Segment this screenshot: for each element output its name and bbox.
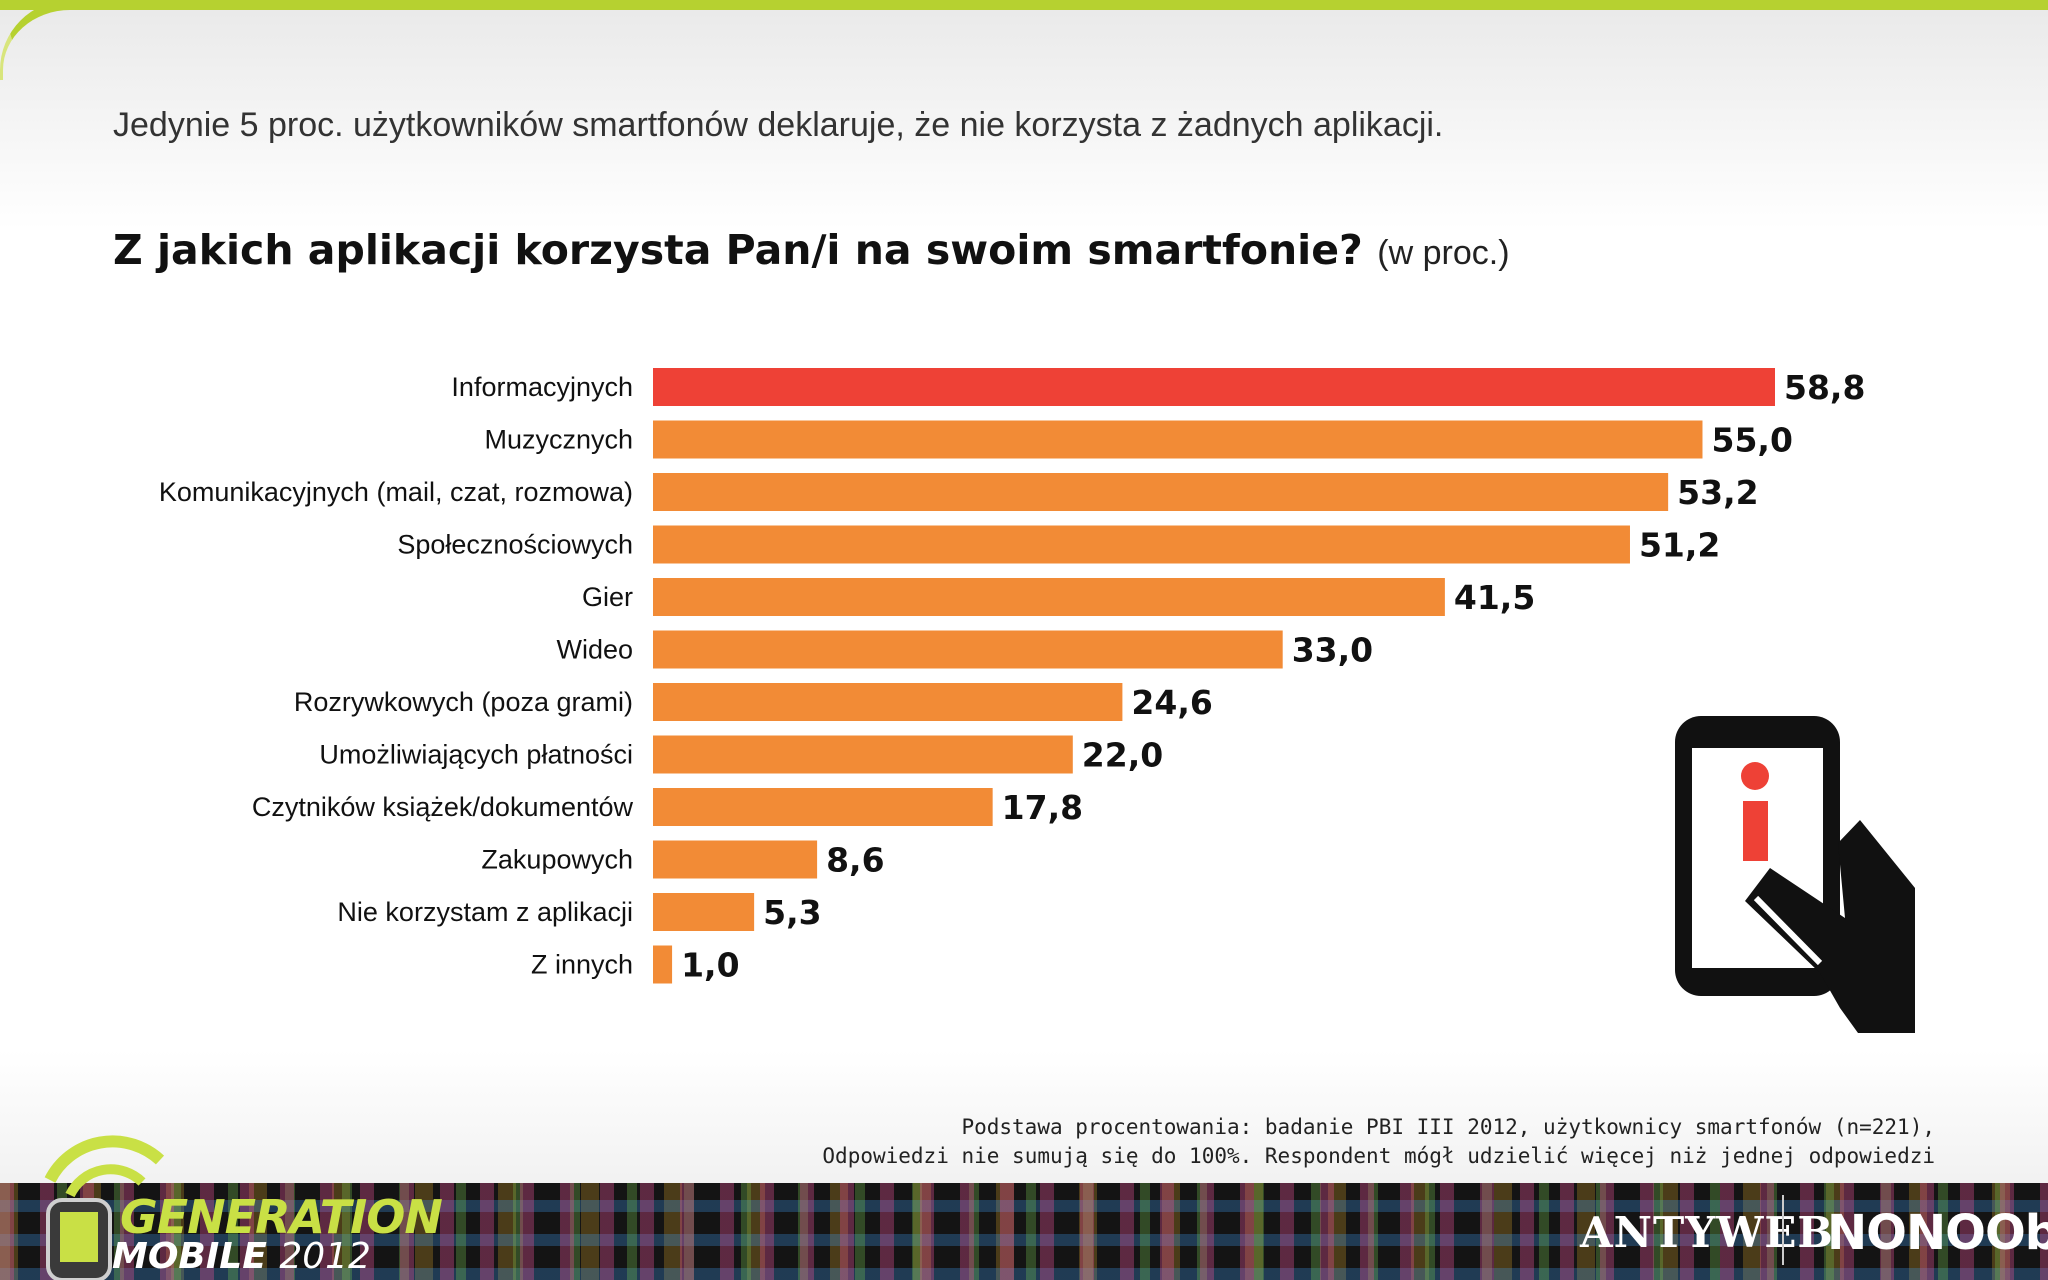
hand-holding-phone-info-icon <box>1675 716 1915 1033</box>
bar <box>653 578 1445 616</box>
logo-mobile-text: MOBILE 2012 <box>112 1236 371 1277</box>
logo-generation-text: GENERATION <box>120 1190 443 1244</box>
category-label: Zakupowych <box>481 845 633 875</box>
category-label: Społecznościowych <box>397 530 633 560</box>
antyweb-logo: ANTYWEB <box>1580 1208 1834 1257</box>
value-label: 33,0 <box>1292 631 1373 670</box>
generation-mobile-logo: GENERATION MOBILE 2012 <box>30 1120 443 1280</box>
bar-chart: Informacyjnych 58,8 Muzycznych 55,0 Komunika… <box>159 368 1865 985</box>
bar <box>653 368 1775 406</box>
category-label: Muzycznych <box>484 425 633 455</box>
chart-question: Z jakich aplikacji korzysta Pan/i na swo… <box>113 226 1510 274</box>
value-label: 24,6 <box>1131 683 1212 722</box>
category-label: Nie korzystam z aplikacji <box>337 897 633 927</box>
bar <box>653 473 1669 511</box>
value-label: 22,0 <box>1082 736 1163 775</box>
bar <box>653 683 1123 721</box>
category-label: Czytników książek/dokumentów <box>252 792 634 822</box>
bar <box>653 788 993 826</box>
question-unit: (w proc.) <box>1377 234 1510 272</box>
category-label: Gier <box>582 582 633 612</box>
footer-band <box>0 1183 2048 1280</box>
bar <box>653 420 1703 459</box>
logo-year: 2012 <box>279 1236 371 1277</box>
brand-divider <box>1782 1195 1784 1265</box>
category-label: Umożliwiających płatności <box>319 740 633 770</box>
question-title: Z jakich aplikacji korzysta Pan/i na swo… <box>113 226 1363 274</box>
headline: Jedynie 5 proc. użytkowników smartfonów … <box>113 106 1444 144</box>
bar <box>653 945 673 984</box>
value-label: 55,0 <box>1711 421 1792 460</box>
value-label: 58,8 <box>1784 368 1865 407</box>
footnote-line-1: Podstawa procentowania: badanie PBI III … <box>961 1115 1935 1139</box>
bar <box>653 630 1283 669</box>
value-label: 41,5 <box>1454 578 1535 617</box>
value-label: 51,2 <box>1639 526 1720 565</box>
bar <box>653 525 1630 564</box>
category-label: Informacyjnych <box>451 372 633 402</box>
bar <box>653 840 818 879</box>
value-label: 1,0 <box>681 946 739 985</box>
category-label: Komunikacyjnych (mail, czat, rozmowa) <box>159 477 633 507</box>
value-label: 8,6 <box>826 841 884 880</box>
category-label: Wideo <box>556 635 633 665</box>
value-label: 17,8 <box>1002 788 1083 827</box>
footnote: Podstawa procentowania: badanie PBI III … <box>822 1113 1935 1171</box>
bar <box>653 735 1073 774</box>
top-accent-border <box>0 0 2048 10</box>
bar <box>653 893 755 931</box>
value-label: 5,3 <box>763 893 821 932</box>
logo-mobile-word: MOBILE <box>112 1236 267 1277</box>
category-label: Rozrywkowych (poza grami) <box>294 687 633 717</box>
footnote-line-2: Odpowiedzi nie sumują się do 100%. Respo… <box>822 1144 1935 1168</box>
value-label: 53,2 <box>1677 473 1758 512</box>
nonoobs-logo: NONOObS <box>1827 1205 2048 1261</box>
category-label: Z innych <box>531 950 633 980</box>
phone-signal-icon <box>44 1135 165 1280</box>
